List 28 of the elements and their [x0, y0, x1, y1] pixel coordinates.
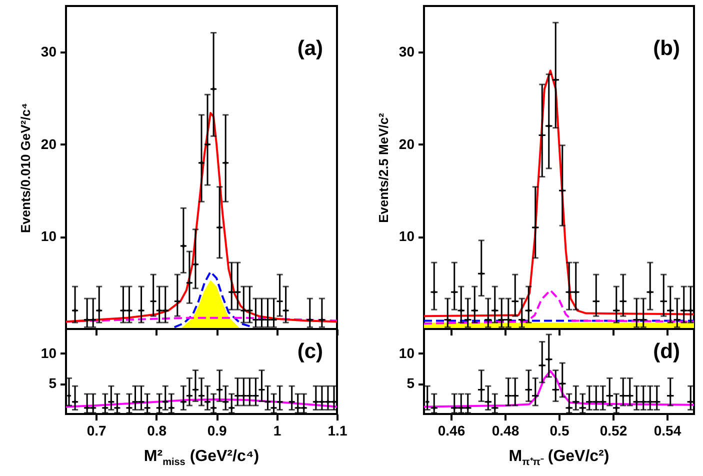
y-axis-title: Events/2.5 MeV/c² [376, 112, 391, 223]
y-tick-label: 5 [406, 375, 415, 392]
x-tick-label: 0.48 [492, 422, 520, 438]
x-tick-label: 0.8 [147, 422, 167, 438]
x-tick-label: 0.9 [207, 422, 227, 438]
y-tick-label: 10 [398, 228, 415, 244]
annotation: (b) [653, 37, 680, 60]
x-tick-label: 0.52 [600, 422, 628, 438]
x-tick-label: 0.7 [86, 422, 107, 438]
y-tick-label: 10 [40, 344, 57, 361]
y-tick-label: 10 [398, 344, 415, 361]
y-tick-label: 5 [48, 375, 57, 392]
y-axis-title: Events/0.010 GeV²/c⁴ [18, 103, 33, 233]
annotation: (c) [297, 340, 323, 363]
x-tick-label: 0.54 [654, 422, 682, 438]
x-tick-label: 1 [273, 422, 282, 438]
annotation: (d) [653, 340, 680, 363]
y-tick-label: 20 [40, 136, 57, 152]
x-axis-title: M²$_{miss}$ (GeV²/c⁴) [144, 448, 260, 468]
x-tick-label: 0.46 [438, 422, 466, 438]
y-tick-label: 30 [398, 44, 415, 60]
y-tick-label: 30 [40, 44, 57, 60]
x-tick-label: 0.5 [550, 422, 570, 438]
y-tick-label: 20 [398, 136, 415, 152]
x-axis-title: M$_{π⁺π⁻}$ (GeV/c²) [508, 448, 610, 468]
x-tick-label: 1.1 [328, 422, 348, 438]
y-tick-label: 10 [40, 228, 57, 244]
annotation: (a) [297, 37, 323, 60]
